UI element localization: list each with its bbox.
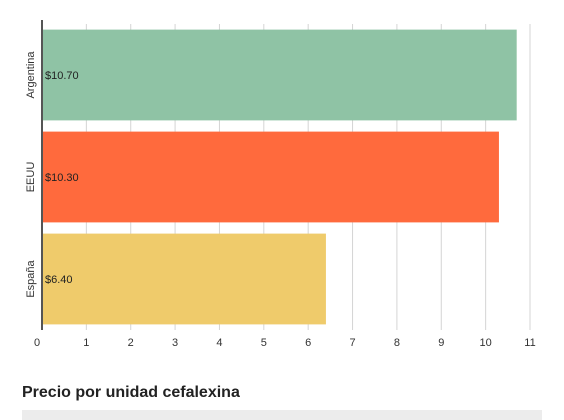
bars bbox=[42, 29, 517, 325]
data-label: $6.40 bbox=[45, 274, 73, 286]
bar-chart: $10.70 $10.30 $6.40 Argentina EEUU España 0 1… bbox=[25, 20, 536, 349]
x-tick-label: 5 bbox=[261, 337, 267, 349]
x-tick-label: 10 bbox=[480, 337, 492, 349]
category-label: España bbox=[25, 259, 37, 297]
x-tick-label: 3 bbox=[172, 337, 178, 349]
chart-caption: Precio por unidad cefalexina bbox=[22, 384, 240, 401]
x-tick-label: 4 bbox=[216, 337, 222, 349]
bar-eeuu bbox=[42, 131, 499, 223]
data-labels: $10.70 $10.30 $6.40 bbox=[45, 70, 79, 286]
x-tick-labels: 0 1 2 3 4 5 6 7 8 9 10 11 bbox=[34, 337, 536, 349]
x-tick-label: 11 bbox=[524, 337, 535, 349]
bar-españa bbox=[42, 233, 326, 325]
x-tick-label: 2 bbox=[128, 337, 134, 349]
x-tick-label: 0 bbox=[34, 337, 40, 349]
category-label: Argentina bbox=[25, 51, 37, 99]
x-tick-label: 6 bbox=[305, 337, 311, 349]
x-tick-label: 7 bbox=[349, 337, 355, 349]
category-label: EEUU bbox=[25, 162, 37, 193]
x-tick-label: 1 bbox=[83, 337, 89, 349]
data-label: $10.70 bbox=[45, 70, 79, 82]
x-tick-label: 8 bbox=[394, 337, 400, 349]
caption-underline-bar bbox=[22, 410, 542, 420]
data-label: $10.30 bbox=[45, 172, 79, 184]
category-labels: Argentina EEUU España bbox=[25, 51, 37, 298]
x-tick-label: 9 bbox=[438, 337, 444, 349]
bar-argentina bbox=[42, 29, 517, 121]
